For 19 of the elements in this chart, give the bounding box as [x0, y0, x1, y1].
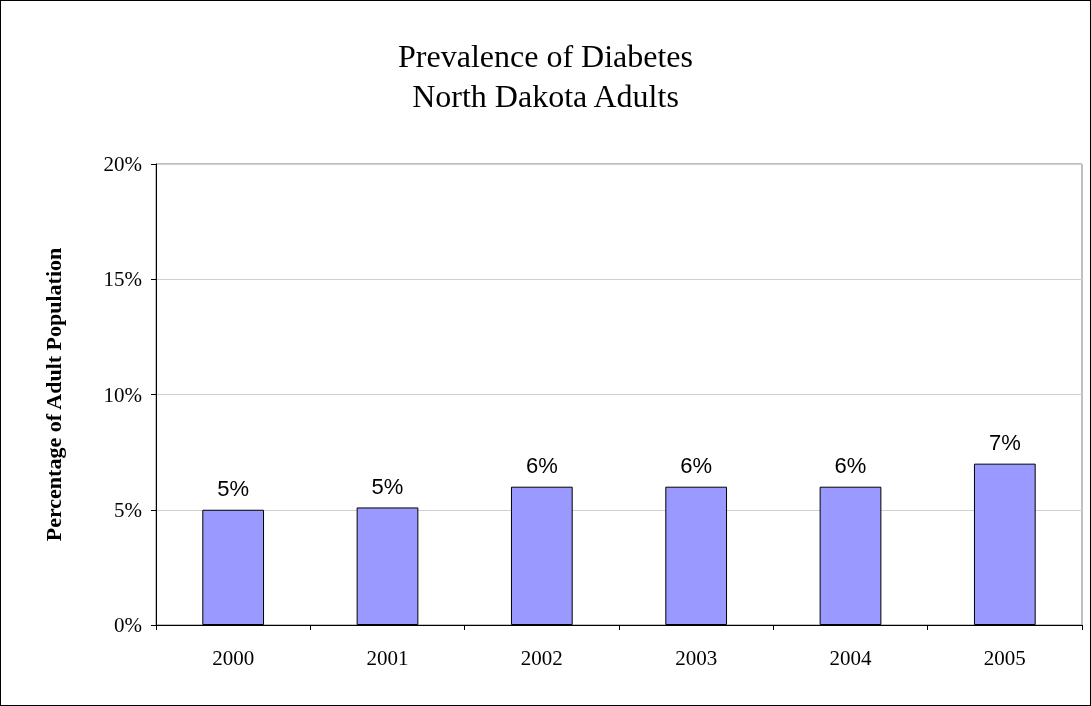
y-tick-label: 5%: [114, 497, 142, 522]
y-tick-label: 10%: [103, 382, 142, 407]
y-tick-label: 15%: [103, 267, 142, 292]
data-label: 5%: [217, 476, 250, 502]
y-tick-label: 20%: [103, 152, 142, 176]
x-tick-label: 2004: [829, 645, 872, 670]
y-axis-title: Percentage of Adult Population: [40, 247, 66, 542]
y-tick-label: 0%: [114, 613, 142, 637]
x-tick-label: 2003: [675, 645, 718, 670]
data-label: 5%: [371, 473, 404, 499]
x-tick-label: 2005: [983, 645, 1026, 670]
data-label: 7%: [988, 430, 1021, 456]
x-tick-label: 2000: [212, 645, 255, 670]
chart-title: Prevalence of Diabetes North Dakota Adults: [398, 38, 693, 114]
data-label: 6%: [834, 453, 867, 479]
data-label: 6%: [680, 453, 713, 479]
x-tick-label: 2002: [520, 645, 563, 670]
x-tick-label: 2001: [366, 645, 409, 670]
data-label: 6%: [525, 453, 558, 479]
